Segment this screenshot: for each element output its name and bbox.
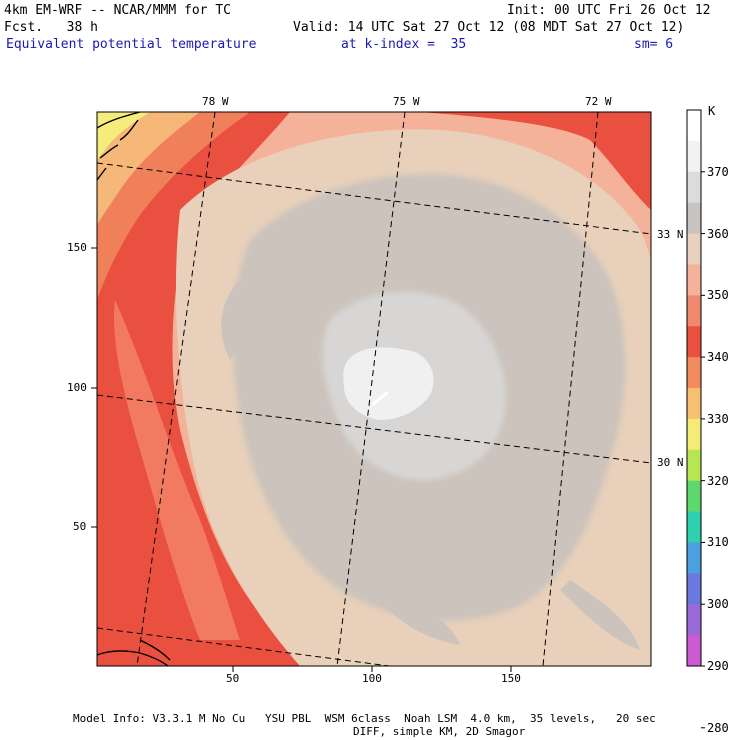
colorbar-swatch (687, 326, 701, 358)
colorbar-swatch (687, 573, 701, 605)
colorbar-swatch (687, 202, 701, 235)
frame-ticks (91, 247, 512, 672)
model-info-line: Model Info: V3.3.1 M No Cu YSU PBL WSM 6… (73, 712, 656, 725)
x-tick-100: 100 (362, 672, 382, 685)
parallel-33n (97, 162, 651, 235)
forecast-hour: Fcst. 38 h (4, 20, 98, 35)
field-band-355-ext-a (221, 280, 246, 360)
colorbar-swatch (687, 511, 701, 543)
field-name: Equivalent potential temperature (6, 37, 257, 52)
y-tick-150: 150 (67, 241, 87, 254)
parallel-27n (97, 627, 394, 666)
meridian-78w (136, 112, 216, 666)
field-band-355-ext-b (560, 580, 640, 650)
colorbar-label: 280 (707, 720, 729, 735)
colorbar-swatch (687, 604, 701, 636)
map-frame (96, 111, 652, 667)
x-tick-150: 150 (501, 672, 521, 685)
colorbar-swatch (687, 542, 701, 574)
field-eye-highlight (371, 390, 389, 407)
colorbar-swatch (687, 388, 701, 420)
lon-label-72w: 72 W (585, 95, 612, 108)
field-streak-345-a (114, 300, 240, 640)
field-band-340-northeast (420, 112, 651, 210)
smoothing-value: sm= 6 (634, 37, 674, 52)
x-tick-50: 50 (226, 672, 240, 685)
colorbar-label: 340 (707, 350, 729, 365)
coastline-northwest (97, 112, 141, 181)
y-tick-100: 100 (67, 381, 87, 394)
colorbar-swatch (687, 449, 701, 482)
colorbar-label: 370 (707, 164, 729, 179)
colorbar-label: 300 (707, 597, 729, 612)
colorbar-label: 350 (707, 288, 729, 303)
colorbar-label: 330 (707, 411, 729, 426)
colorbar-label: 320 (707, 473, 729, 488)
field-band-340-west (97, 112, 310, 666)
colorbar-swatch (687, 635, 701, 667)
colorbar-unit: K (708, 104, 716, 118)
lon-label-75w: 75 W (393, 95, 420, 108)
meridian-75w (336, 112, 406, 666)
valid-time: Valid: 14 UTC Sat 27 Oct 12 (08 MDT Sat … (293, 20, 685, 35)
colorbar (686, 109, 705, 729)
lon-label-78w: 78 W (202, 95, 229, 108)
colorbar-label: 360 (707, 226, 729, 241)
colorbar-swatch (687, 171, 701, 204)
field-band-370 (343, 347, 434, 420)
colorbar-swatch (687, 140, 701, 173)
field-band-320 (97, 112, 150, 160)
level-index: at k-index = 35 (341, 37, 467, 52)
model-info-line-2: DIFF, simple KM, 2D Smagor (353, 725, 526, 738)
latlon-grid (97, 112, 651, 666)
colorbar-swatch (687, 295, 701, 327)
y-tick-50: 50 (73, 520, 87, 533)
coastline-southwest (97, 639, 171, 666)
field-band-330 (97, 112, 200, 225)
colorbar-swatch (687, 233, 701, 265)
meridian-72w (542, 112, 599, 666)
colorbar-swatch (687, 357, 701, 389)
colorbar-frame (686, 109, 702, 667)
map-plot-area (97, 112, 651, 666)
colorbar-swatch (687, 264, 701, 296)
colorbar-swatch (687, 110, 701, 142)
init-time: Init: 00 UTC Fri 26 Oct 12 (507, 3, 711, 18)
lat-label-30n: 30 N (657, 456, 684, 469)
colorbar-label: 310 (707, 535, 729, 550)
colorbar-label: 290 (707, 659, 729, 673)
lat-label-33n: 33 N (657, 228, 684, 241)
colorbar-swatch (687, 418, 701, 451)
parallel-30n (97, 394, 651, 464)
model-title: 4km EM-WRF -- NCAR/MMM for TC (4, 3, 231, 18)
field-band-355-ext-c (380, 595, 460, 645)
colorbar-swatch (687, 480, 701, 513)
